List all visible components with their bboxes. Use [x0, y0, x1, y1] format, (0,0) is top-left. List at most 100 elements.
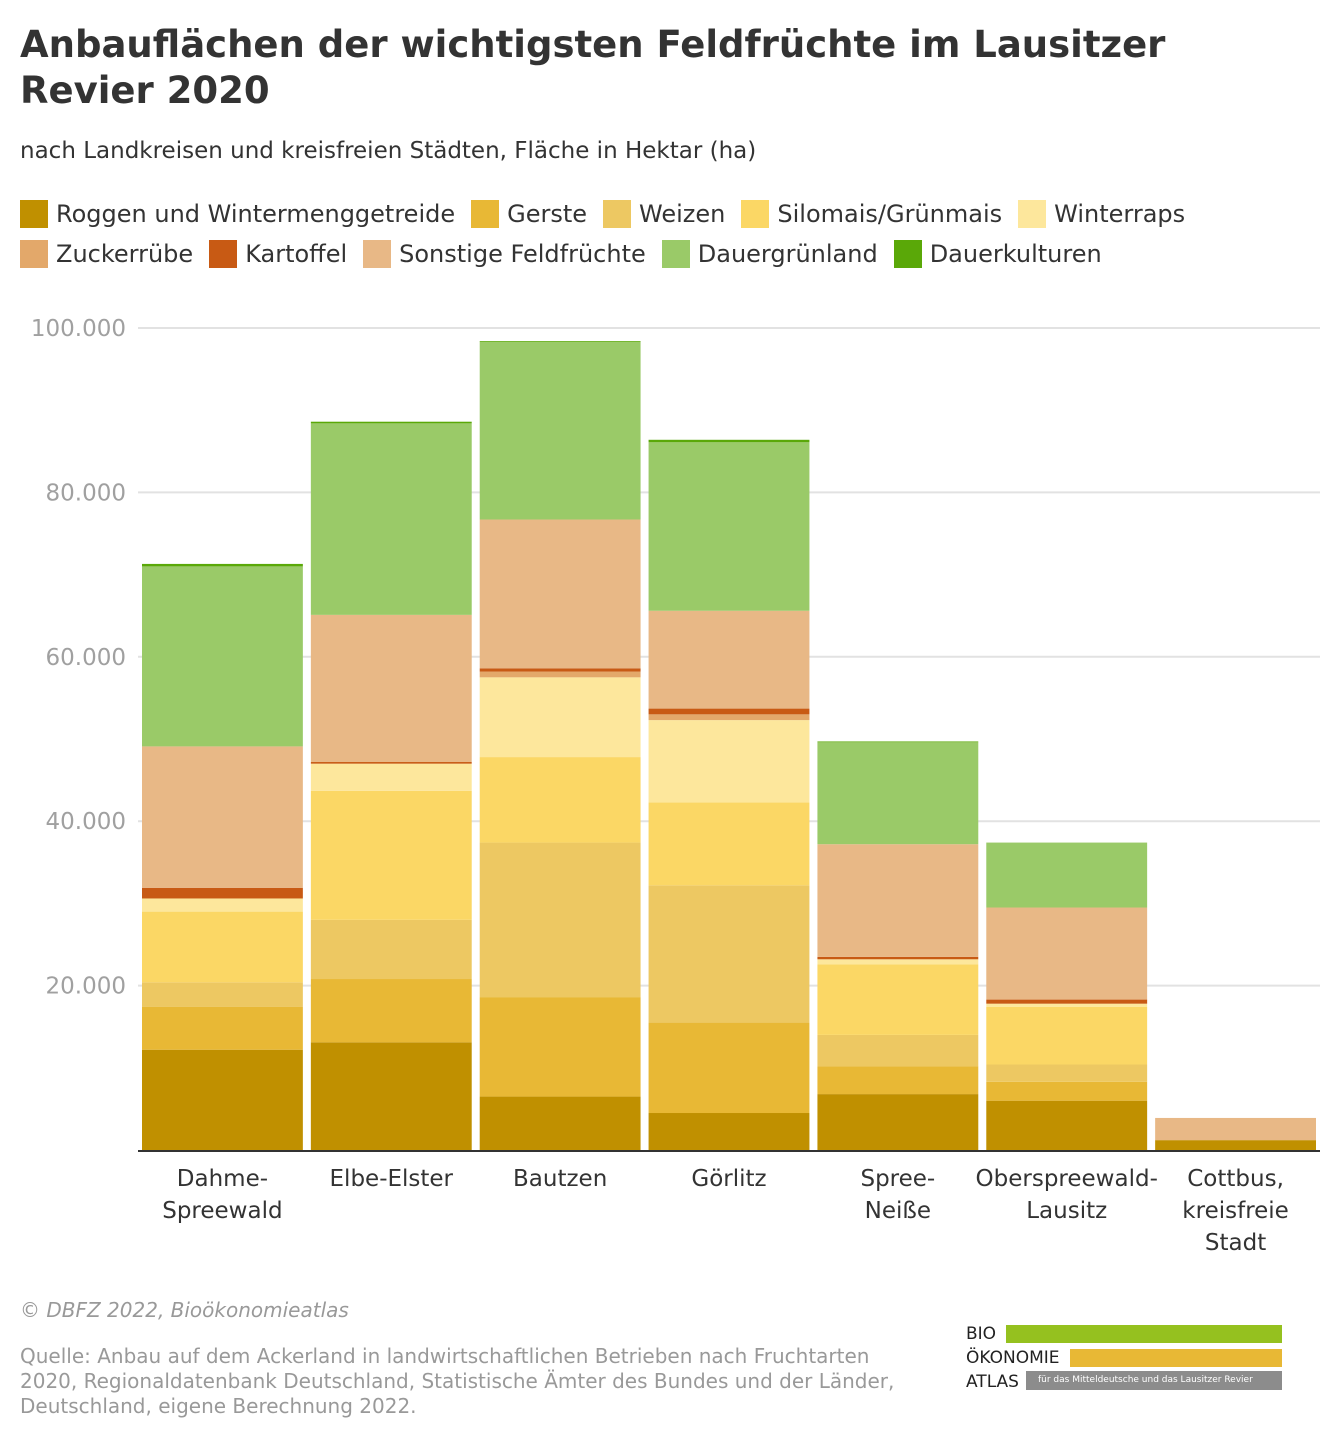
legend-item-dauerkulturen[interactable]: Dauerkulturen: [893, 240, 1102, 268]
logo-word-bio: BIO: [966, 1324, 997, 1344]
bar-segment: [310, 421, 472, 424]
legend-label: Dauergrünland: [697, 240, 878, 268]
bar-segment: [142, 911, 303, 983]
legend-item-roggen[interactable]: Roggen und Wintermenggetreide: [20, 200, 455, 228]
bar-segment: [142, 1006, 303, 1050]
x-tick-label: Görlitz: [691, 1166, 766, 1192]
x-tick-label: Bautzen: [513, 1166, 607, 1192]
legend-label: Roggen und Wintermenggetreide: [56, 200, 456, 228]
x-tick-label: Neiße: [865, 1198, 931, 1224]
bar-segment: [1155, 1140, 1316, 1150]
bar-segment: [310, 763, 472, 791]
bar-segment: [986, 999, 1148, 1004]
bar-segment: [648, 1022, 810, 1114]
bar-segment: [817, 741, 979, 743]
x-tick-label: Cottbus,: [1187, 1166, 1284, 1192]
bar-segment: [986, 1006, 1148, 1065]
legend-row: Roggen und Wintermenggetreide Gerste Wei…: [20, 194, 1320, 234]
bar-segment: [310, 423, 472, 615]
x-tick-label: Lausitz: [1026, 1198, 1107, 1224]
legend-swatch: [209, 240, 238, 268]
bar-segment: [648, 720, 810, 803]
bar-segment: [479, 341, 641, 342]
bar-segment: [817, 1094, 979, 1150]
legend-label: Kartoffel: [245, 240, 348, 268]
x-tick-label: Spree-: [860, 1166, 935, 1192]
bar-segment: [479, 997, 641, 1097]
bar-segment: [310, 1042, 472, 1150]
bar-segment: [310, 919, 472, 980]
x-tick-label: Spreewald: [162, 1198, 282, 1224]
bar-segment: [142, 746, 303, 888]
bar-segment: [648, 610, 810, 709]
x-tick-label: kreisfreie: [1182, 1198, 1289, 1224]
bar-segment: [648, 1113, 810, 1150]
bar-segment: [310, 979, 472, 1043]
legend-item-dauergruenland[interactable]: Dauergrünland: [661, 240, 878, 268]
bar-segment: [986, 1081, 1148, 1101]
legend-swatch: [603, 200, 632, 228]
x-tick-label: Dahme-: [177, 1166, 268, 1192]
x-tick-label: Stadt: [1205, 1230, 1266, 1256]
bar-segment: [310, 790, 472, 920]
bar-segment: [986, 1100, 1148, 1150]
bar-segment: [479, 757, 641, 843]
legend-item-gerste[interactable]: Gerste: [471, 200, 587, 228]
bar-segment: [1155, 1117, 1316, 1141]
bar-segment: [648, 439, 810, 443]
legend-label: Weizen: [639, 200, 726, 228]
x-tick-label: Oberspreewald-: [976, 1166, 1158, 1192]
bar-segment: [142, 898, 303, 912]
legend-item-zuckerruebe[interactable]: Zuckerrübe: [20, 240, 193, 268]
legend-item-winterraps[interactable]: Winterraps: [1018, 200, 1185, 228]
legend-swatch: [1018, 200, 1047, 228]
bar-segment: [648, 708, 810, 715]
bar-segment: [142, 1049, 303, 1150]
bar-segment: [142, 982, 303, 1007]
bar-segment: [310, 762, 472, 764]
logo-tagline: für das Mitteldeutsche und das Lausitzer…: [1026, 1371, 1282, 1390]
copyright-credit: © DBFZ 2022, Bioökonomieatlas: [20, 1298, 349, 1322]
legend-swatch: [20, 240, 48, 268]
legend-label: Sonstige Feldfrüchte: [399, 240, 646, 268]
legend-item-weizen[interactable]: Weizen: [603, 200, 725, 228]
bar-segment: [479, 341, 641, 520]
bar-segment: [479, 671, 641, 678]
source-note: Quelle: Anbau auf dem Ackerland in landw…: [20, 1344, 895, 1418]
bar-segment: [986, 907, 1148, 1000]
legend-label: Gerste: [507, 200, 588, 228]
bar-segment: [817, 959, 979, 965]
legend-swatch: [661, 240, 690, 268]
legend-item-sonstige[interactable]: Sonstige Feldfrüchte: [363, 240, 646, 268]
bar-segment: [986, 842, 1148, 908]
legend-swatch: [20, 200, 48, 228]
legend-label: Winterraps: [1054, 200, 1186, 228]
chart-title: Anbauflächen der wichtigsten Feldfrüchte…: [20, 23, 1166, 112]
legend-label: Silomais/Grünmais: [777, 200, 1003, 228]
chart-subtitle: nach Landkreisen und kreisfreien Städten…: [20, 138, 757, 164]
bar-segment: [479, 677, 641, 758]
bar-segment: [817, 844, 979, 957]
legend-item-kartoffel[interactable]: Kartoffel: [209, 240, 347, 268]
bar-segment: [986, 1003, 1148, 1007]
y-tick-label: 40.000: [46, 809, 126, 835]
bar-segment: [142, 887, 303, 899]
logo-bar-yellow: [1070, 1349, 1282, 1367]
bar-segment: [817, 964, 979, 1035]
bar-segment: [648, 802, 810, 886]
bar-segment: [142, 563, 303, 567]
y-tick-label: 60.000: [46, 645, 126, 671]
bar-segment: [648, 714, 810, 721]
logo-word-oekonomie: ÖKONOMIE: [966, 1348, 1060, 1368]
legend-swatch: [741, 200, 770, 228]
bar-segment: [142, 566, 303, 747]
bar-segment: [310, 614, 472, 763]
legend-item-silomais[interactable]: Silomais/Grünmais: [741, 200, 1002, 228]
bar-segment: [479, 519, 641, 669]
legend-swatch: [363, 240, 392, 268]
stacked-bar-chart: 20.000 40.000 60.000 80.000 100.000 Dahme- Spr…: [31, 316, 1320, 1256]
bar-segment: [817, 1066, 979, 1095]
bar-segment: [648, 442, 810, 611]
legend-swatch: [893, 240, 922, 268]
bar-segment: [479, 842, 641, 998]
